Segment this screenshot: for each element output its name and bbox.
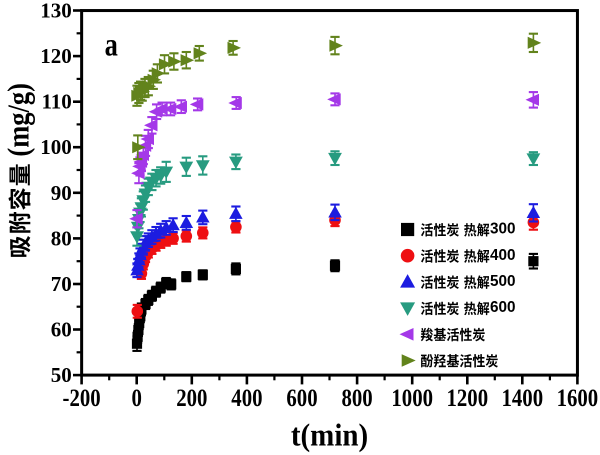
svg-text:120: 120 (40, 44, 72, 68)
svg-text:500: 500 (490, 273, 516, 290)
svg-text:110: 110 (41, 90, 71, 114)
svg-text:50: 50 (51, 363, 72, 387)
svg-text:130: 130 (40, 0, 72, 23)
svg-text:600: 600 (490, 299, 516, 316)
svg-text:1600: 1600 (557, 384, 599, 412)
svg-text:1200: 1200 (447, 384, 489, 412)
svg-text:100: 100 (40, 135, 72, 159)
svg-text:0: 0 (132, 384, 142, 412)
svg-text:-200: -200 (63, 384, 101, 412)
svg-text:(mg/g): (mg/g) (3, 83, 36, 157)
svg-text:1400: 1400 (502, 384, 544, 412)
svg-text:1000: 1000 (391, 384, 433, 412)
svg-text:300: 300 (490, 221, 516, 238)
svg-text:80: 80 (51, 226, 72, 250)
svg-text:600: 600 (286, 384, 317, 412)
svg-text:t(min): t(min) (291, 417, 368, 453)
svg-text:70: 70 (51, 272, 72, 296)
svg-text:60: 60 (51, 318, 72, 342)
svg-text:a: a (105, 28, 118, 63)
svg-text:200: 200 (176, 384, 207, 412)
svg-text:800: 800 (342, 384, 373, 412)
svg-text:90: 90 (51, 181, 72, 205)
svg-text:400: 400 (231, 384, 262, 412)
svg-text:400: 400 (490, 247, 516, 264)
